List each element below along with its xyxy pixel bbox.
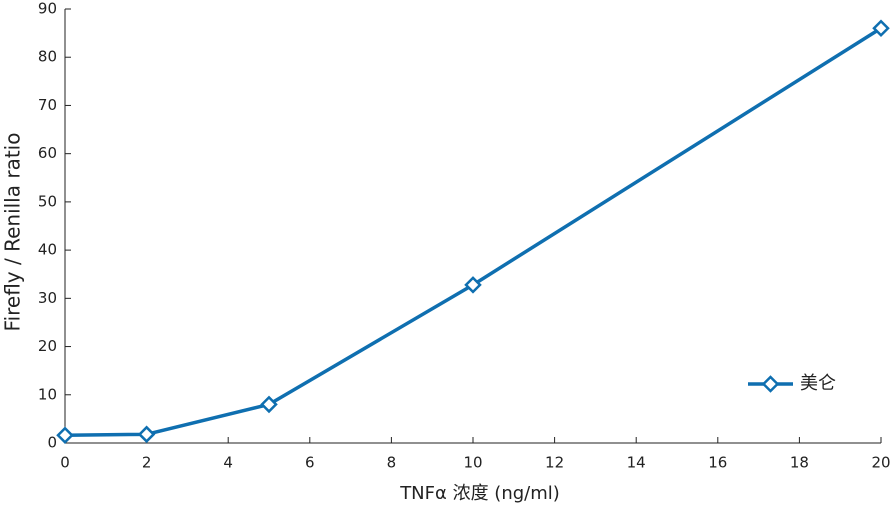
- x-tick-label: 8: [387, 454, 397, 472]
- x-tick-label: 20: [871, 454, 890, 472]
- data-point: [464, 276, 482, 294]
- data-line: [64, 26, 882, 438]
- x-tick-label: 18: [790, 454, 809, 472]
- data-point: [137, 425, 156, 444]
- x-tick-label: 14: [627, 454, 646, 472]
- y-tick-label: 10: [38, 385, 57, 403]
- y-tick-label: 20: [38, 337, 57, 355]
- x-tick-label: 12: [545, 454, 564, 472]
- y-tick-label: 0: [47, 434, 57, 452]
- x-tick-label: 16: [708, 454, 727, 472]
- data-point: [56, 426, 74, 445]
- data-point: [872, 19, 890, 38]
- y-tick-label: 30: [38, 289, 57, 307]
- x-tick-label: 6: [305, 454, 315, 472]
- y-tick-label: 90: [38, 0, 57, 18]
- y-tick-label: 70: [38, 96, 57, 114]
- y-tick-label: 40: [38, 241, 57, 259]
- y-tick-label: 80: [38, 48, 57, 66]
- x-tick-label: 0: [60, 454, 70, 472]
- x-tick-label: 10: [463, 454, 482, 472]
- x-tick-label: 2: [142, 454, 152, 472]
- x-axis-label: TNFα 浓度 (ng/ml): [399, 483, 560, 504]
- x-tick-label: 4: [223, 454, 233, 472]
- y-tick-label: 50: [38, 192, 57, 210]
- legend-marker: [761, 375, 780, 393]
- y-tick-label: 60: [38, 144, 57, 162]
- y-axis-label: Firefly / Renilla ratio: [1, 133, 25, 332]
- legend-label: 美仑: [800, 373, 836, 394]
- data-point: [260, 395, 278, 414]
